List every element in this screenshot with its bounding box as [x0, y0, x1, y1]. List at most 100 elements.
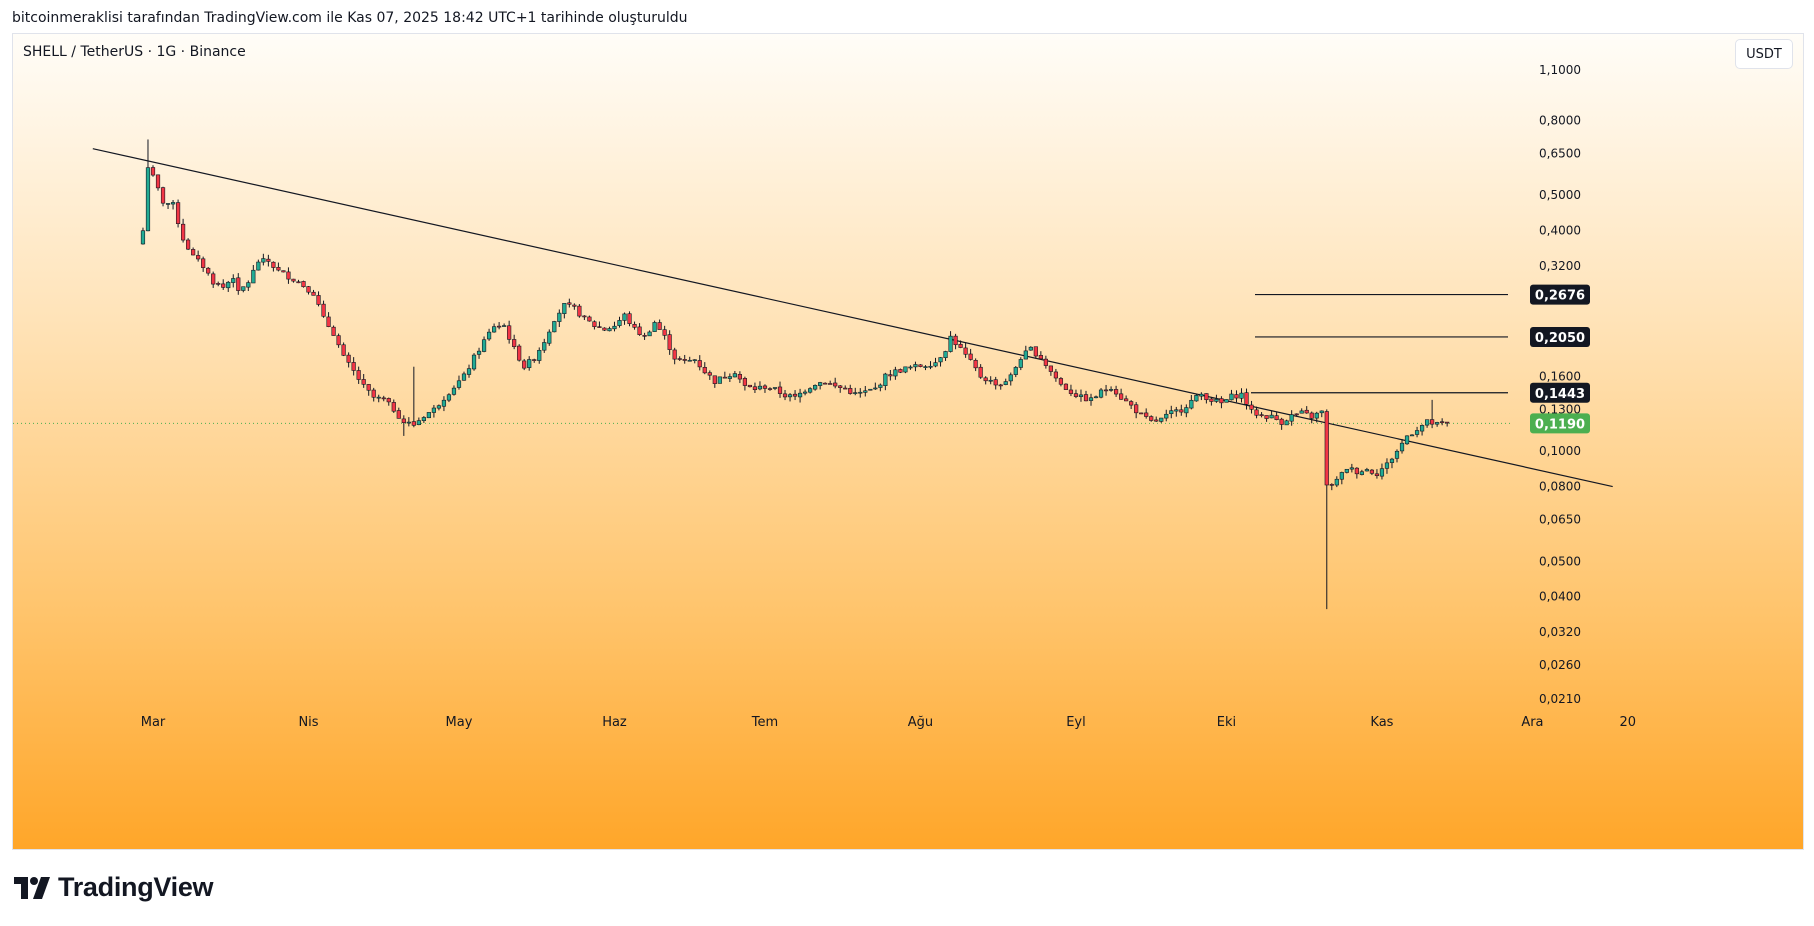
candle-body [762, 385, 768, 389]
candle-body [1269, 414, 1274, 419]
candle-body [672, 349, 677, 360]
candle-body [341, 344, 346, 356]
candle-body [1008, 374, 1013, 382]
candle-body [296, 281, 301, 284]
time-axis-label: May [446, 715, 473, 730]
trendline [92, 148, 1613, 488]
candle-body [737, 374, 742, 380]
candle-body [918, 364, 923, 367]
candle-body [1239, 392, 1244, 399]
candle-body [140, 230, 146, 245]
candle-body [502, 325, 507, 327]
candle-body [697, 360, 702, 368]
price-axis-label: 0,1600 [1539, 369, 1581, 383]
candle-body [1389, 458, 1395, 463]
candle-body [386, 398, 391, 403]
candle-body [868, 388, 873, 391]
candle-body [777, 386, 783, 394]
candle-body [1399, 442, 1405, 452]
candle-body [787, 394, 793, 398]
candle-body [311, 291, 316, 296]
candle-body [813, 385, 818, 390]
candle-body [411, 421, 416, 426]
candle-body [802, 391, 808, 394]
candle-body [1063, 383, 1069, 390]
candle-body [1189, 399, 1194, 409]
price-axis-label: 0,0800 [1539, 480, 1581, 494]
currency-button[interactable]: USDT [1735, 39, 1793, 69]
candle-body [256, 261, 261, 271]
time-axis-label: Ara [1521, 715, 1543, 730]
candle-body [276, 266, 281, 271]
candle-body [336, 335, 341, 346]
price-axis-label: 0,5000 [1539, 188, 1581, 202]
candle-body [291, 278, 296, 282]
candle-body [1344, 468, 1349, 473]
candle-body [1043, 358, 1048, 366]
candlestick-chart[interactable]: Mar Nis May Haz Tem Ağu Eyl Eki Kas Ara 20 1,1000 0,… [13, 34, 1803, 849]
chart-panel[interactable]: Mar Nis May Haz Tem Ağu Eyl Eki Kas Ara 20 1,1000 0,… [12, 33, 1804, 850]
candle-body [828, 383, 833, 385]
candle-body [1179, 409, 1184, 413]
last-price-badge [1530, 413, 1590, 434]
candle-body [522, 360, 527, 369]
candle-body [180, 223, 186, 241]
candle-body [1294, 413, 1299, 416]
candle-body [587, 316, 592, 322]
candle-body [752, 386, 758, 391]
candle-body [692, 359, 697, 361]
candle-body [1304, 409, 1309, 414]
candle-body [572, 304, 577, 307]
candle-body [873, 387, 878, 390]
candle-body [597, 326, 602, 328]
level-price-badge [1530, 326, 1590, 347]
candle-body [527, 359, 532, 368]
candle-body [356, 370, 361, 380]
candle-body [848, 388, 853, 394]
candle-body [441, 399, 447, 407]
symbol-title[interactable]: SHELL / TetherUS · 1G · Binance [23, 44, 246, 60]
candle-body [196, 255, 201, 260]
price-axis-label: 0,0260 [1539, 658, 1581, 672]
candle-body [632, 323, 637, 328]
candle-body [401, 418, 406, 424]
candle-body [1319, 410, 1324, 414]
candle-body [893, 369, 898, 377]
candle-body [1430, 419, 1435, 425]
candle-body [863, 390, 868, 393]
candle-body [1149, 416, 1154, 421]
candle-body [1003, 381, 1008, 385]
candle-body [948, 335, 953, 352]
tradingview-logo-icon [14, 876, 50, 899]
candle-body [391, 402, 396, 412]
candle-body [1214, 399, 1219, 402]
candle-body [667, 334, 672, 350]
candle-body [456, 380, 462, 388]
candle-body [436, 405, 442, 409]
candle-body [1204, 393, 1209, 401]
candle-body [833, 382, 838, 387]
candle-body [512, 339, 517, 347]
tradingview-logo[interactable]: TradingView [14, 872, 214, 903]
candle-body [1098, 389, 1104, 398]
price-axis-label: 0,1000 [1539, 444, 1581, 458]
candle-body [321, 303, 326, 317]
candle-body [612, 325, 617, 330]
candle-body [757, 385, 763, 390]
candle-body [1113, 389, 1119, 395]
candle-body [823, 382, 828, 385]
price-axis-label: 0,0210 [1539, 692, 1581, 706]
candle-body [507, 325, 512, 340]
candle-body [476, 350, 482, 355]
candle-body [281, 270, 286, 273]
candle-body [1234, 394, 1239, 399]
candle-body [491, 326, 497, 333]
candle-body [1093, 396, 1099, 399]
candle-body [271, 261, 276, 268]
candle-body [532, 359, 537, 361]
candle-body [1254, 409, 1259, 416]
price-axis-label: 1,1000 [1539, 63, 1581, 77]
candle-body [1023, 350, 1028, 360]
candle-body [717, 376, 722, 384]
time-axis-label: Ağu [908, 715, 933, 730]
